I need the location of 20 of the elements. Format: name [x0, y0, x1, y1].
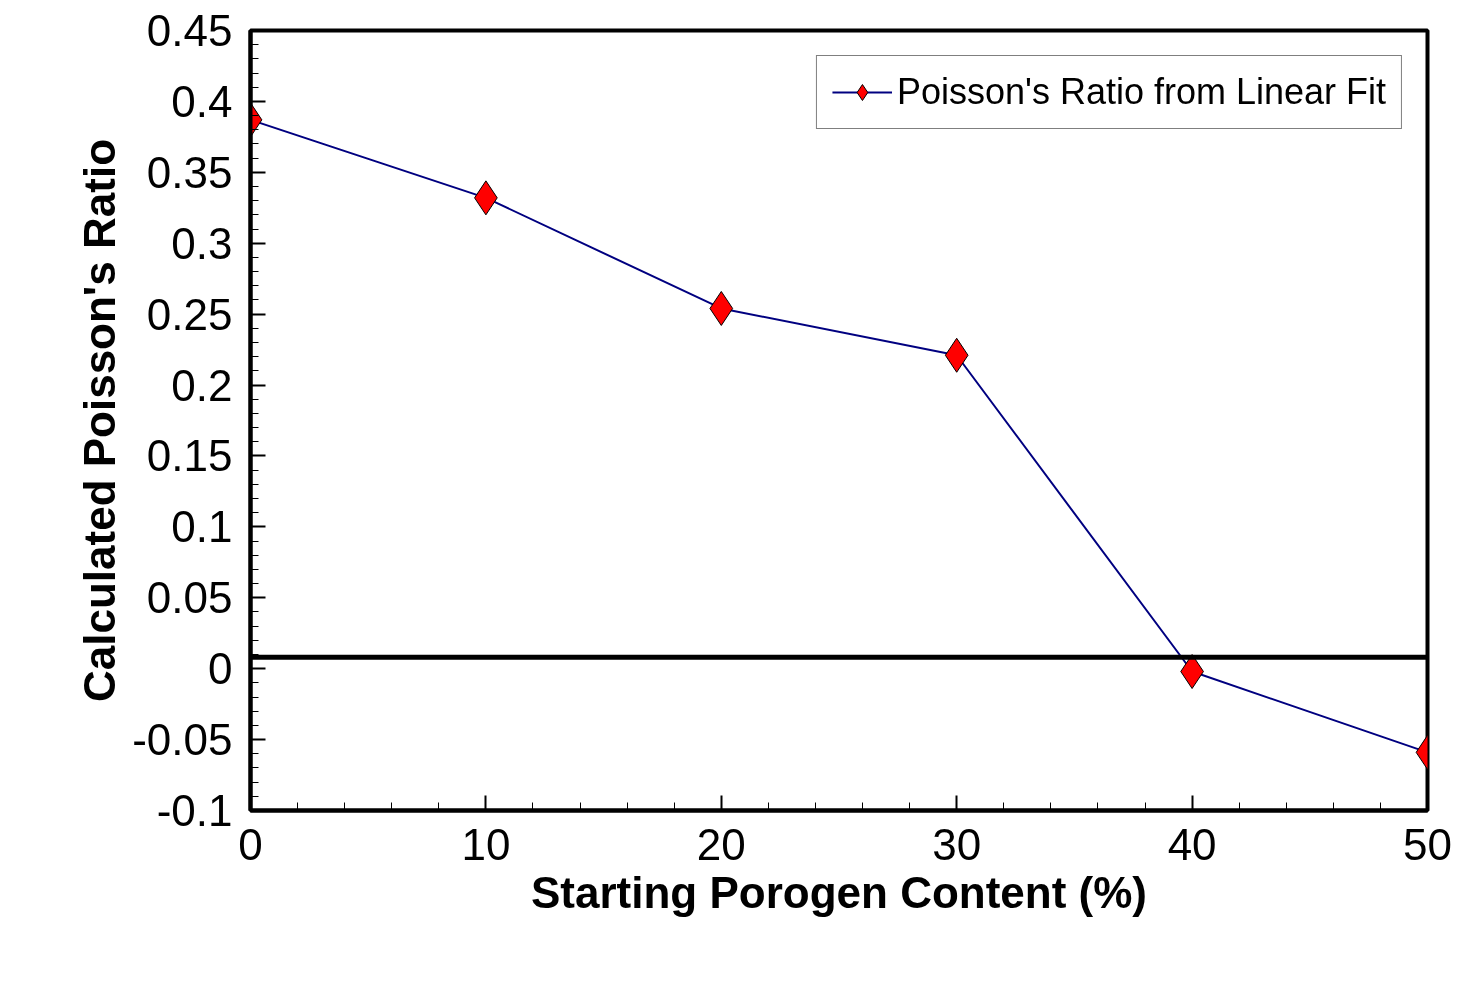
y-tick-label: -0.05: [132, 715, 233, 765]
x-tick-label: 50: [1403, 819, 1452, 869]
x-axis-title: Starting Porogen Content (%): [531, 867, 1147, 917]
y-axis-title: Calculated Poisson's Ratio: [75, 138, 125, 703]
y-tick-label: 0.35: [146, 147, 233, 197]
x-tick-label: 30: [932, 819, 982, 869]
y-tick-label: 0.1: [171, 502, 233, 552]
y-tick-label: -0.1: [156, 786, 233, 835]
x-tick-label: 40: [1167, 819, 1217, 869]
y-tick-label: 0.4: [171, 76, 233, 126]
y-tick-label: 0: [208, 644, 233, 694]
x-tick-label: 20: [696, 819, 746, 869]
legend-label: Poisson's Ratio from Linear Fit: [896, 71, 1386, 113]
y-tick-label: 0.15: [146, 431, 233, 481]
y-tick-label: 0.3: [171, 218, 233, 268]
y-tick-label: 0.05: [146, 573, 233, 623]
y-tick-label: 0.25: [146, 289, 233, 339]
y-tick-label: 0.2: [171, 360, 233, 410]
y-tick-label: 0.45: [146, 6, 233, 55]
x-tick-label: 10: [461, 819, 511, 869]
